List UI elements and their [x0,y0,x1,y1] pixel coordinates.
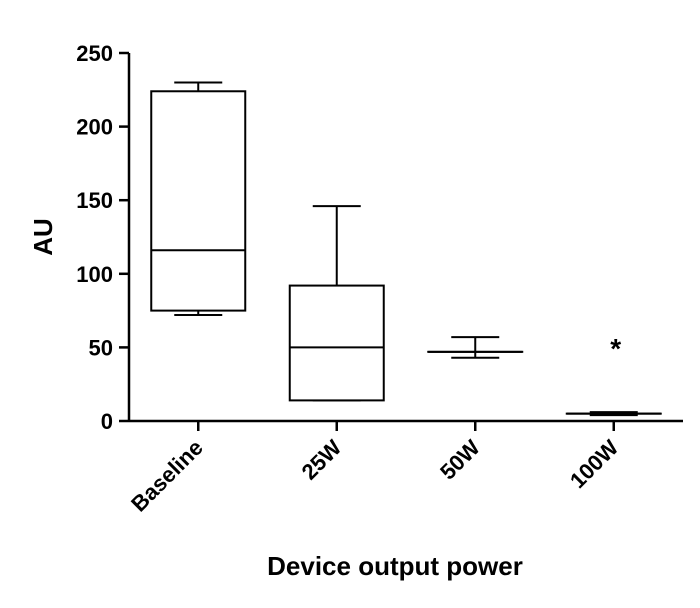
iqr-box [150,90,247,312]
box-25w [288,205,385,402]
x-tick-label: 100W [565,435,623,493]
x-tick-label: 25W [297,435,347,485]
y-tick-label: 200 [76,115,113,140]
box-baseline [150,81,247,317]
y-axis-title: AU [28,218,58,256]
y-tick-label: 0 [101,409,113,434]
y-tick-label: 150 [76,188,113,213]
y-tick-label: 250 [76,41,113,66]
boxes [150,81,662,417]
x-axis-title: Device output power [267,551,523,581]
y-tick-label: 100 [76,262,113,287]
y-tick-label: 50 [89,335,113,360]
x-tick-label: Baseline [126,435,208,517]
iqr-box [288,284,385,402]
significance-marker: * [610,333,621,364]
box-100w [565,411,662,417]
annotations: * [610,333,621,364]
x-axis: Baseline 25W 50W 100W [126,419,683,517]
y-axis: 0 50 100 150 200 250 [76,41,131,434]
x-tick-label: 50W [435,435,485,485]
box-50w [427,336,524,359]
